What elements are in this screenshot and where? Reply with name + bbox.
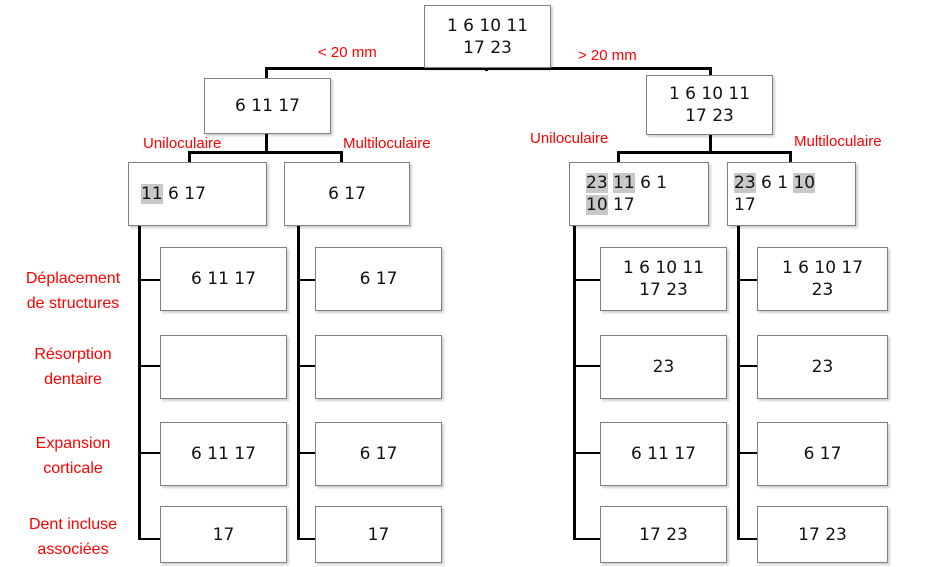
large-uniloculaire-label: Uniloculaire	[530, 130, 609, 147]
large-uni-row-expansion: 6 11 17	[600, 422, 727, 486]
connector-line	[737, 365, 758, 367]
connector-line	[737, 452, 758, 454]
criterion-label-expansion: Expansion corticale	[35, 435, 111, 477]
split-label-less-20mm: < 20 mm	[318, 44, 377, 61]
large-uni-label: 23 11 6 1 10 17	[586, 172, 667, 216]
cell-label: 1 6 10 11 17 23	[622, 258, 705, 300]
connector-line	[265, 134, 268, 152]
connector-line	[297, 279, 316, 281]
split-label-more-20mm: > 20 mm	[578, 47, 637, 64]
connector-line	[709, 67, 712, 76]
large-multi-row-deplacement: 1 6 10 17 23	[757, 247, 888, 311]
small-multi-row-resorption	[315, 335, 442, 399]
small-multiloculaire-label: Multiloculaire	[343, 135, 431, 152]
cell-label: 17	[212, 524, 235, 545]
root-node-label: 1 6 10 11 17 23	[446, 15, 529, 58]
small-lesion-node: 6 11 17	[204, 78, 331, 134]
small-uni-node: 11 6 17	[128, 162, 267, 226]
criterion-label-resorption: Résorption dentaire	[34, 346, 112, 388]
large-multi-row-resorption: 23	[757, 335, 888, 399]
connector-line	[573, 538, 601, 540]
cell-label: 6 11 17	[191, 269, 256, 289]
small-uni-row-expansion: 6 11 17	[160, 422, 287, 486]
connector-line	[138, 365, 161, 367]
cell-label: 1 6 10 17 23	[781, 258, 864, 300]
small-lesion-label: 6 11 17	[235, 96, 300, 116]
highlighted-number: 11	[613, 173, 635, 193]
highlighted-number: 10	[793, 173, 816, 193]
highlighted-number: 23	[586, 173, 608, 193]
large-multi-row-expansion: 6 17	[757, 422, 888, 486]
small-uni-row-resorption	[160, 335, 287, 399]
large-uni-row-dent-incluse: 17 23	[600, 506, 727, 563]
large-lesion-node: 1 6 10 11 17 23	[646, 75, 773, 135]
small-uni-label: 11 6 17	[141, 183, 206, 205]
connector-line	[138, 538, 161, 540]
cell-label: 17 23	[639, 524, 688, 545]
cell-label: 17 23	[798, 524, 847, 545]
root-node: 1 6 10 11 17 23	[424, 5, 551, 68]
small-uni-row-dent-incluse: 17	[160, 506, 287, 563]
number-text: 6 1	[640, 173, 668, 193]
connector-line	[265, 67, 268, 79]
connector-line	[737, 538, 758, 540]
number-text: 17	[734, 195, 756, 215]
connector-line	[265, 67, 712, 70]
number-text: 17	[607, 195, 635, 215]
cell-label: 6 17	[359, 444, 398, 464]
large-multi-row-dent-incluse: 17 23	[757, 506, 888, 563]
connector-line	[573, 226, 576, 540]
highlighted-number: 10	[586, 195, 608, 215]
small-multi-label: 6 17	[328, 184, 366, 204]
connector-line	[340, 151, 343, 163]
connector-line	[617, 151, 792, 154]
large-uni-row-resorption: 23	[600, 335, 727, 399]
connector-line	[573, 452, 601, 454]
small-multi-row-expansion: 6 17	[315, 422, 442, 486]
connector-line	[297, 452, 316, 454]
highlighted-number: 23	[734, 173, 756, 193]
connector-line	[138, 452, 161, 454]
small-uniloculaire-label: Uniloculaire	[143, 135, 222, 152]
cell-label: 6 11 17	[191, 444, 256, 464]
connector-line	[297, 538, 316, 540]
connector-line	[789, 151, 792, 163]
connector-line	[188, 151, 191, 163]
large-multiloculaire-label: Multiloculaire	[794, 133, 882, 150]
criterion-label-deplacement: Déplacement de structures	[25, 270, 121, 312]
number-text: 6 1	[755, 173, 794, 193]
small-multi-row-dent-incluse: 17	[315, 506, 442, 563]
large-multi-node: 23 6 1 10 17	[727, 162, 856, 226]
connector-line	[737, 279, 758, 281]
connector-line	[138, 226, 141, 540]
number-text: 6 17	[162, 184, 206, 204]
cell-label: 6 17	[803, 444, 842, 464]
connector-line	[617, 151, 620, 163]
large-uni-node: 23 11 6 1 10 17	[569, 162, 709, 226]
connector-line	[709, 135, 712, 152]
connector-line	[573, 365, 601, 367]
small-uni-row-deplacement: 6 11 17	[160, 247, 287, 311]
cell-label: 6 17	[359, 269, 398, 289]
large-multi-label: 23 6 1 10 17	[734, 172, 816, 216]
connector-line	[737, 226, 740, 540]
cell-label: 17	[367, 524, 390, 545]
cell-label: 6 11 17	[631, 444, 696, 464]
connector-line	[297, 365, 316, 367]
connector-line	[138, 279, 161, 281]
connector-line	[573, 279, 601, 281]
large-uni-row-deplacement: 1 6 10 11 17 23	[600, 247, 727, 311]
criterion-label-dent-incluse: Dent incluse associées	[28, 516, 118, 558]
connector-line	[297, 226, 300, 540]
small-multi-node: 6 17	[284, 162, 410, 226]
small-multi-row-deplacement: 6 17	[315, 247, 442, 311]
connector-line	[188, 151, 343, 154]
highlighted-number: 11	[141, 184, 163, 204]
cell-label: 23	[811, 357, 834, 377]
large-lesion-label: 1 6 10 11 17 23	[668, 84, 751, 126]
cell-label: 23	[652, 357, 675, 377]
